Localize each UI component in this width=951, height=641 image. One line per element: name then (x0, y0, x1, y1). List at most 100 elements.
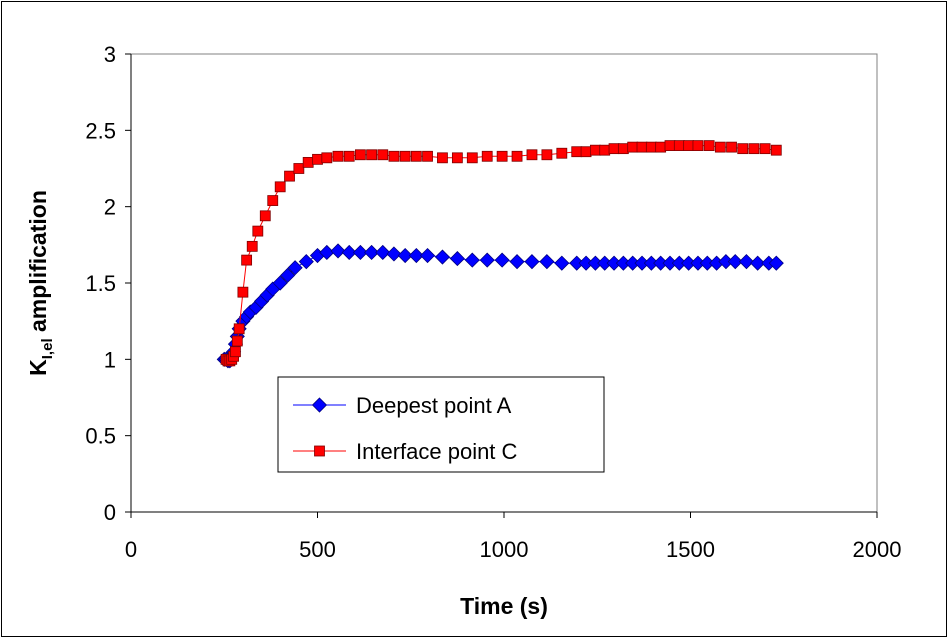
data-point-square (267, 195, 279, 206)
data-point-square (466, 152, 478, 164)
data-point-diamond (434, 249, 451, 265)
data-point-square (481, 150, 493, 162)
data-point-square (366, 149, 377, 161)
y-tick-label: 0.5 (85, 424, 116, 449)
x-tick-label: 2000 (853, 537, 902, 562)
data-point-diamond (449, 251, 465, 267)
y-axis-title-sub: I,el (39, 338, 56, 359)
data-point-diamond (419, 247, 436, 264)
data-point-square (451, 152, 463, 164)
data-point-square (664, 140, 676, 152)
data-point-square (284, 170, 295, 182)
data-point-diamond (509, 254, 525, 270)
data-point-square (655, 141, 667, 153)
x-tick-label: 1000 (480, 537, 529, 562)
y-tick-label: 2 (104, 195, 116, 220)
x-axis-title: Time (s) (460, 593, 548, 619)
data-point-square (636, 141, 648, 153)
data-point-diamond (768, 255, 784, 271)
y-tick-label: 1.5 (85, 271, 116, 296)
data-point-diamond (554, 255, 570, 271)
legend-label: Interface point C (356, 439, 518, 464)
y-tick-label: 2.5 (85, 118, 116, 143)
data-point-square (437, 152, 448, 164)
data-point-square (645, 141, 657, 153)
data-point-diamond (272, 275, 288, 291)
data-point-diamond (539, 254, 555, 270)
y-tick-label: 0 (104, 500, 116, 525)
series-layer (216, 140, 784, 369)
data-point-square (556, 147, 568, 159)
data-point-square (274, 181, 286, 193)
x-tick-label: 1500 (666, 537, 715, 562)
data-point-diamond (408, 247, 424, 264)
data-point-square (737, 143, 749, 155)
data-point-diamond (364, 244, 380, 261)
legend: Deepest point A Interface point C (277, 376, 605, 473)
data-point-diamond (298, 254, 314, 270)
data-point-diamond (397, 247, 413, 264)
data-point-square (410, 150, 422, 162)
data-point-diamond (524, 254, 540, 270)
data-point-square (354, 149, 366, 161)
data-point-square (422, 150, 433, 162)
data-point-square (571, 146, 583, 158)
data-point-diamond (750, 255, 766, 271)
data-point-diamond (375, 244, 391, 261)
series-line (225, 145, 777, 362)
data-point-diamond (386, 246, 402, 262)
data-point-diamond (352, 244, 368, 261)
x-tick-label: 0 (125, 537, 137, 562)
y-axis-title-main: K (25, 359, 51, 376)
data-point-square (748, 143, 760, 155)
data-point-square (759, 143, 771, 155)
data-point-diamond (464, 252, 480, 268)
y-tick-label: 3 (104, 42, 116, 67)
data-point-diamond (280, 267, 296, 283)
data-point-diamond (341, 244, 357, 261)
data-point-diamond (287, 260, 303, 276)
data-point-square (770, 144, 782, 156)
legend-label: Deepest point A (356, 393, 512, 418)
data-point-square (377, 149, 389, 161)
legend-box (277, 376, 605, 473)
data-point-square (237, 286, 249, 298)
data-point-square (259, 210, 271, 222)
data-point-square (526, 149, 538, 161)
data-point-diamond (330, 243, 346, 259)
data-point-square (726, 141, 737, 153)
data-point-square (321, 152, 333, 164)
data-point-diamond (479, 252, 495, 268)
data-point-square (231, 335, 243, 347)
y-axis-title: KI,el amplification (25, 190, 56, 376)
series-interface-point-c (220, 140, 782, 367)
legend-items: Deepest point A Interface point C (293, 393, 518, 464)
data-point-square (496, 150, 508, 162)
data-point-diamond (727, 254, 743, 270)
data-point-square (230, 346, 241, 358)
data-point-square (388, 150, 400, 162)
y-tick-label: 1 (104, 347, 116, 372)
data-point-square (617, 143, 629, 155)
legend-marker-diamond (311, 397, 328, 413)
x-tick-label: 500 (299, 537, 336, 562)
data-point-diamond (738, 254, 755, 270)
data-point-diamond (494, 252, 510, 268)
data-point-square (293, 163, 305, 174)
data-point-square (399, 150, 411, 162)
data-point-square (343, 150, 355, 162)
data-point-square (692, 140, 704, 152)
data-point-square (252, 225, 264, 237)
data-point-square (511, 150, 523, 162)
data-point-square (332, 150, 344, 162)
y-axis-title-rest: amplification (25, 190, 51, 338)
legend-marker-square (314, 445, 325, 457)
data-point-square (302, 156, 314, 168)
data-point-square (312, 153, 323, 165)
data-point-square (233, 323, 245, 335)
data-point-square (589, 144, 601, 156)
data-point-square (683, 140, 695, 152)
data-point-square (580, 146, 592, 158)
